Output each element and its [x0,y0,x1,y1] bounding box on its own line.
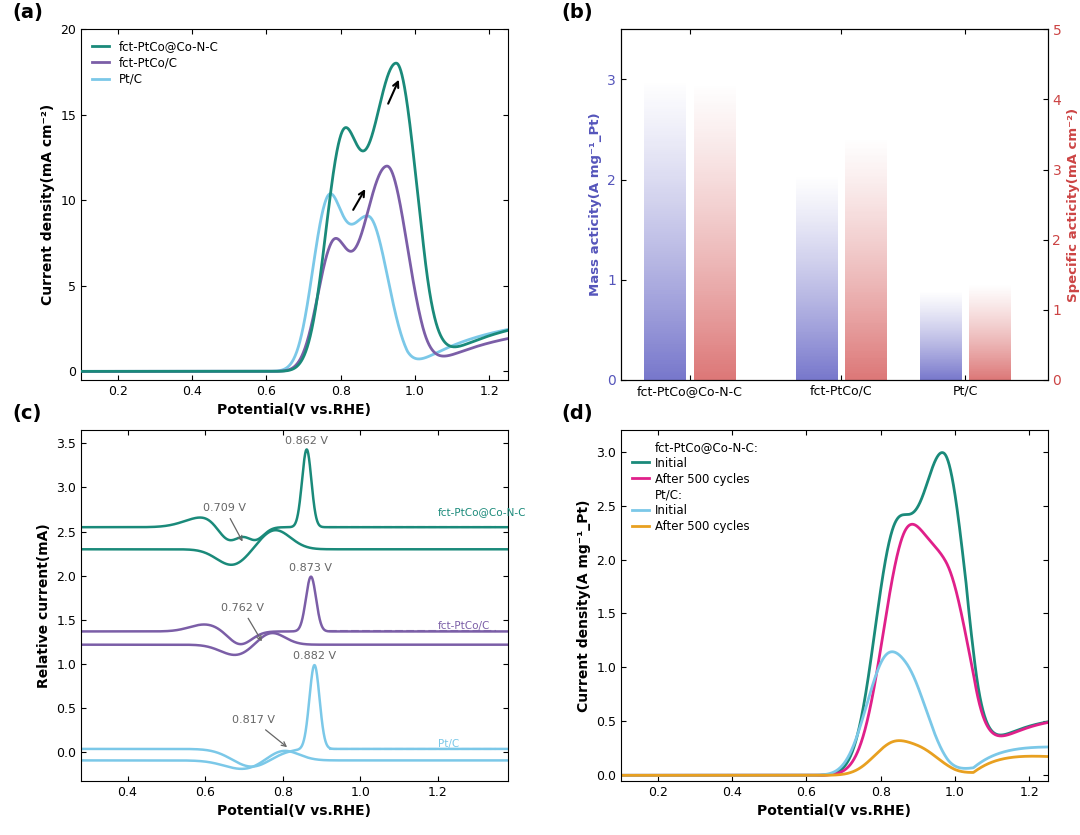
Text: (a): (a) [13,3,43,23]
Y-axis label: Specific acticity(mA cm⁻²): Specific acticity(mA cm⁻²) [1067,108,1080,301]
Text: fct-PtCo@Co-N-C: fct-PtCo@Co-N-C [437,507,526,517]
Text: 0.762 V: 0.762 V [220,603,264,640]
Legend: fct-PtCo@Co-N-C:, Initial, After 500 cycles, Pt/C:, Initial, After 500 cycles: fct-PtCo@Co-N-C:, Initial, After 500 cyc… [626,436,764,538]
Y-axis label: Relative current(mA): Relative current(mA) [37,523,51,688]
Text: 0.709 V: 0.709 V [203,504,246,540]
Text: 0.882 V: 0.882 V [293,651,336,661]
Text: 0.862 V: 0.862 V [285,436,328,446]
Y-axis label: Mass acticity(A mg⁻¹_Pt): Mass acticity(A mg⁻¹_Pt) [589,113,602,296]
X-axis label: Potential(V vs.RHE): Potential(V vs.RHE) [217,403,372,418]
Text: 0.817 V: 0.817 V [232,716,286,746]
Text: Pt/C: Pt/C [437,739,459,749]
Legend: fct-PtCo@Co-N-C, fct-PtCo/C, Pt/C: fct-PtCo@Co-N-C, fct-PtCo/C, Pt/C [86,35,224,91]
Text: fct-PtCo/C: fct-PtCo/C [437,621,490,631]
Text: (b): (b) [562,3,593,23]
Y-axis label: Current density(mA cm⁻²): Current density(mA cm⁻²) [41,104,55,306]
X-axis label: Potential(V vs.RHE): Potential(V vs.RHE) [217,804,372,818]
X-axis label: Potential(V vs.RHE): Potential(V vs.RHE) [757,804,912,818]
Text: 0.873 V: 0.873 V [289,563,333,573]
Text: (c): (c) [13,404,42,423]
Text: (d): (d) [562,404,593,423]
Y-axis label: Current density(A mg⁻¹_Pt): Current density(A mg⁻¹_Pt) [577,499,591,711]
